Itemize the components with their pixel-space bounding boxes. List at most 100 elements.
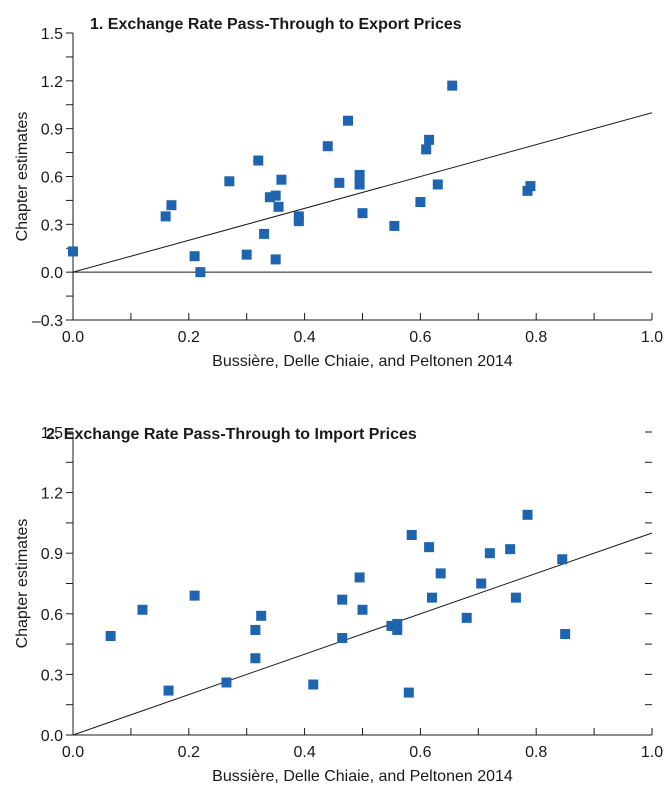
y-tick-label: 0.3 — [41, 217, 63, 234]
chart-panel-2: 0.0 0.3 0.6 0.9 1.2 1.5 0.0 0.2 0.4 0.6 0.8 1.0 2. E… — [0, 400, 667, 794]
data-point — [259, 228, 270, 239]
labels-group: –0.30.00.30.60.91.21.50.0 0.2 0.4 0.6 0.8 1.0… — [14, 16, 663, 370]
data-point — [392, 618, 403, 629]
data-point — [160, 211, 171, 222]
panel-title: 1. Exchange Rate Pass-Through to Export … — [90, 16, 462, 33]
data-point — [357, 208, 368, 219]
y-axis-title: Chapter estimates — [14, 519, 31, 649]
data-point — [557, 554, 568, 565]
data-point — [189, 251, 200, 262]
y-tick-label: 0.9 — [41, 122, 63, 139]
x-tick-label: 1.0 — [641, 329, 663, 346]
x-axis-title: Bussière, Delle Chiaie, and Peltonen 201… — [212, 353, 513, 370]
forty-five-degree-line — [72, 532, 653, 736]
data-point — [137, 604, 148, 615]
data-point — [293, 216, 304, 227]
data-point — [270, 190, 281, 201]
scatter-chart-import-prices: 0.0 0.3 0.6 0.9 1.2 1.5 0.0 0.2 0.4 0.6 0.8 1.0 2. E… — [14, 425, 663, 785]
y-tick-label: 0.6 — [41, 170, 63, 187]
data-point — [386, 620, 397, 631]
data-point — [334, 177, 345, 188]
data-point — [68, 246, 78, 257]
reference-lines-group — [72, 112, 653, 273]
axes-group — [66, 431, 653, 736]
data-point — [343, 115, 354, 126]
data-point — [250, 624, 261, 635]
x-tick-label: 0.6 — [409, 329, 431, 346]
data-point — [505, 544, 516, 555]
data-point — [424, 542, 435, 553]
points-group — [68, 80, 536, 278]
data-point — [337, 633, 348, 644]
data-point — [224, 176, 235, 187]
y-tick-label: 0.0 — [41, 728, 63, 745]
data-point — [560, 629, 571, 639]
data-point — [389, 220, 400, 231]
data-point — [392, 624, 403, 635]
data-point — [189, 590, 200, 601]
data-point — [270, 254, 281, 265]
x-tick-label: 0.2 — [178, 329, 200, 346]
data-point — [250, 653, 261, 664]
data-point — [354, 169, 365, 180]
data-point — [525, 181, 536, 192]
labels-group: 0.0 0.3 0.6 0.9 1.2 1.5 0.0 0.2 0.4 0.6 0.8 1.0 2. E… — [14, 425, 663, 785]
y-axis-title: Chapter estimates — [14, 112, 31, 242]
data-point — [276, 174, 287, 185]
data-point — [253, 155, 264, 166]
data-point — [337, 594, 348, 605]
data-point — [403, 687, 414, 698]
data-point — [522, 509, 533, 520]
x-tick-label: 0.8 — [525, 744, 547, 761]
data-point — [415, 197, 426, 208]
y-tick-label: 0.6 — [41, 607, 63, 624]
data-point — [432, 179, 443, 190]
data-point — [424, 134, 435, 145]
x-tick-label: 1.0 — [641, 744, 663, 761]
points-group — [105, 509, 571, 698]
data-point — [221, 677, 232, 688]
x-tick-label: 0.6 — [409, 744, 431, 761]
panel-title: 2. Exchange Rate Pass-Through to Import … — [46, 426, 417, 443]
y-tick-label: –0.3 — [32, 313, 63, 330]
data-point — [273, 201, 284, 212]
data-point — [322, 141, 333, 152]
x-tick-label: 0.4 — [293, 329, 315, 346]
data-point — [166, 200, 177, 211]
data-point — [308, 679, 319, 690]
data-point — [105, 631, 116, 642]
x-tick-label: 0.0 — [62, 329, 84, 346]
y-tick-label: 1.2 — [41, 74, 63, 91]
y-tick-label: 0.9 — [41, 546, 63, 563]
data-point — [421, 144, 432, 155]
y-tick-label: 0.0 — [41, 265, 63, 282]
data-point — [435, 568, 446, 579]
x-tick-label: 0.4 — [293, 744, 315, 761]
y-tick-label: 1.5 — [41, 26, 63, 43]
reference-lines-group — [72, 532, 653, 736]
data-point — [484, 548, 495, 559]
data-point — [163, 685, 174, 696]
data-point — [264, 192, 275, 203]
forty-five-degree-line — [72, 112, 653, 273]
data-point — [357, 604, 368, 615]
x-tick-label: 0.8 — [525, 329, 547, 346]
y-tick-label: 1.5 — [41, 425, 63, 442]
data-point — [461, 612, 472, 623]
data-point — [195, 267, 206, 278]
x-tick-label: 0.2 — [178, 744, 200, 761]
chart-panel-1: –0.3 0.0 0.3 0.6 0.9 1.2 1.5 0.0 0.2 0.4 0.6 0.8 1.0… — [0, 0, 667, 390]
data-point — [241, 249, 252, 260]
x-axis-title: Bussière, Delle Chiaie, and Peltonen 201… — [212, 768, 513, 785]
x-tick-label: 0.0 — [62, 744, 84, 761]
scatter-chart-export-prices: –0.30.00.30.60.91.21.50.0 0.2 0.4 0.6 0.8 1.0… — [14, 16, 663, 370]
data-point — [354, 179, 365, 190]
y-tick-label: 1.2 — [41, 486, 63, 503]
data-point — [426, 592, 437, 603]
data-point — [447, 80, 458, 91]
data-point — [256, 610, 267, 621]
data-point — [510, 592, 521, 603]
y-tick-label: 0.3 — [41, 667, 63, 684]
data-point — [476, 578, 487, 589]
data-point — [354, 572, 365, 583]
